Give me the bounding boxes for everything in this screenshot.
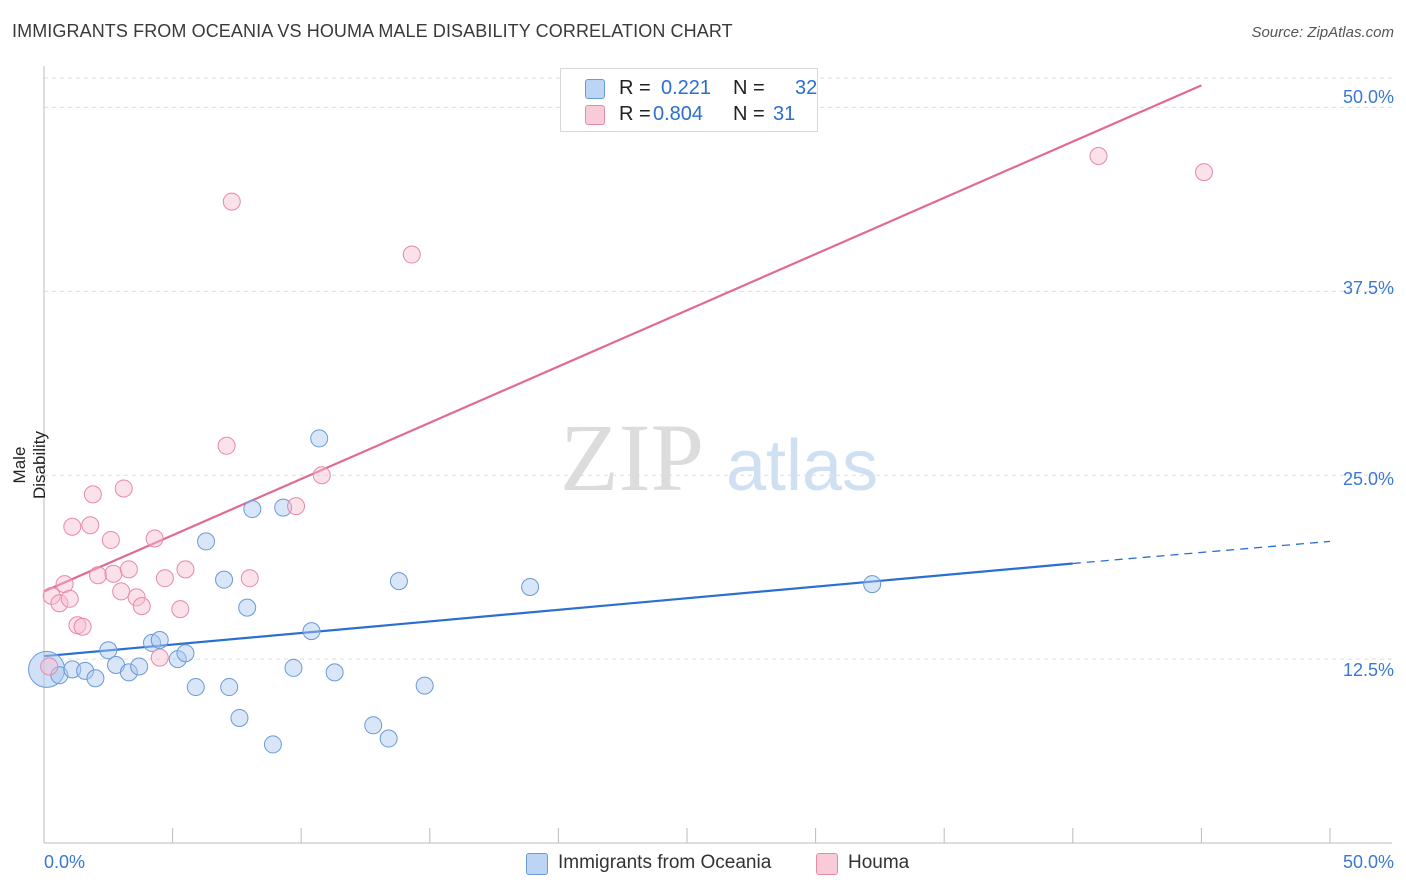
houma-point — [83, 485, 102, 504]
oceania-point — [263, 735, 282, 754]
n-label: N = — [733, 77, 765, 99]
y-axis-label: Male Disability — [10, 430, 49, 500]
houma-point — [222, 192, 241, 211]
r-label: R = — [619, 77, 651, 99]
oceania-point — [364, 716, 383, 735]
oceania-point — [284, 658, 303, 677]
houma-point — [402, 245, 421, 264]
legend-label: Houma — [848, 852, 910, 873]
x-tick-label-0: 0.0% — [44, 852, 86, 872]
oceania-point — [119, 663, 138, 682]
trend-line-extension — [1072, 540, 1331, 565]
houma-point — [114, 479, 133, 498]
x-tick-label-50: 50.0% — [1342, 852, 1394, 872]
houma-point — [40, 657, 59, 676]
oceania-point — [389, 572, 408, 591]
watermark-zip: ZIP — [560, 404, 704, 511]
oceania-point — [521, 578, 540, 597]
oceania-point — [302, 622, 321, 641]
oceania-point — [863, 575, 882, 594]
houma-point — [171, 600, 190, 619]
y-tick-label-37-5: 37.5% — [1342, 278, 1394, 298]
oceania-point — [63, 660, 82, 679]
houma-point — [73, 617, 92, 636]
oceania-point — [310, 429, 329, 448]
houma-point — [89, 566, 108, 585]
houma-point — [145, 529, 164, 548]
oceania-point — [325, 663, 344, 682]
y-tick-label-25: 25.0% — [1342, 469, 1394, 489]
oceania-point — [197, 532, 216, 551]
houma-point — [132, 597, 151, 616]
legend-swatch-pink — [585, 105, 605, 125]
legend-swatch-blue — [526, 853, 548, 875]
axes — [43, 66, 1392, 844]
trend-lines — [43, 84, 1331, 658]
houma-point — [60, 589, 79, 608]
oceania-point — [415, 676, 434, 695]
houma-point — [176, 560, 195, 579]
oceania-point — [99, 641, 118, 660]
oceania-point — [76, 661, 95, 680]
oceania-point — [220, 678, 239, 697]
oceania-point — [150, 630, 169, 649]
watermark: ZIP atlas — [560, 404, 878, 511]
oceania-point — [86, 669, 105, 688]
houma-point — [81, 516, 100, 535]
houma-point — [119, 560, 138, 579]
oceania-point — [130, 657, 149, 676]
houma-point — [112, 582, 131, 601]
n-value: 32 — [795, 77, 818, 99]
oceania-point — [243, 500, 262, 519]
houma-point — [217, 436, 236, 455]
oceania-point — [379, 729, 398, 748]
watermark-atlas: atlas — [726, 426, 878, 506]
houma-point — [1194, 163, 1213, 182]
y-tick-label-50: 50.0% — [1342, 87, 1394, 107]
trend-line — [43, 84, 1202, 593]
houma-point — [150, 648, 169, 667]
houma-point — [42, 586, 61, 605]
n-value: 31 — [773, 103, 796, 125]
houma-point — [50, 594, 69, 613]
legend-swatch-pink — [816, 853, 838, 875]
source-credit: Source: ZipAtlas.com — [1251, 24, 1394, 41]
houma-point — [1089, 146, 1108, 165]
houma-point — [240, 569, 259, 588]
houma-point — [155, 569, 174, 588]
oceania-point — [215, 570, 234, 589]
oceania-point — [274, 498, 293, 517]
n-label: N = — [733, 103, 765, 125]
houma-point — [127, 588, 146, 607]
legend-swatch-blue — [585, 79, 605, 99]
chart-title: IMMIGRANTS FROM OCEANIA VS HOUMA MALE DI… — [12, 21, 733, 41]
houma-point — [63, 517, 82, 536]
correlation-legend: R = 0.221 N = 32 R = 0.804 N = 31 — [560, 68, 818, 132]
houma-point — [287, 497, 306, 516]
r-value: 0.221 — [661, 77, 712, 99]
houma-point — [312, 466, 331, 485]
y-tick-label-12-5: 12.5% — [1342, 660, 1394, 680]
oceania-point — [238, 598, 257, 617]
legend-label: Immigrants from Oceania — [558, 852, 772, 873]
r-label: R = — [619, 103, 651, 125]
data-points — [28, 146, 1213, 754]
houma-point — [104, 564, 123, 583]
r-value: 0.804 — [653, 103, 704, 125]
oceania-point — [176, 644, 195, 663]
oceania-point — [230, 708, 249, 727]
trend-line — [43, 562, 1073, 658]
oceania-point — [186, 678, 205, 697]
houma-point — [101, 530, 120, 549]
